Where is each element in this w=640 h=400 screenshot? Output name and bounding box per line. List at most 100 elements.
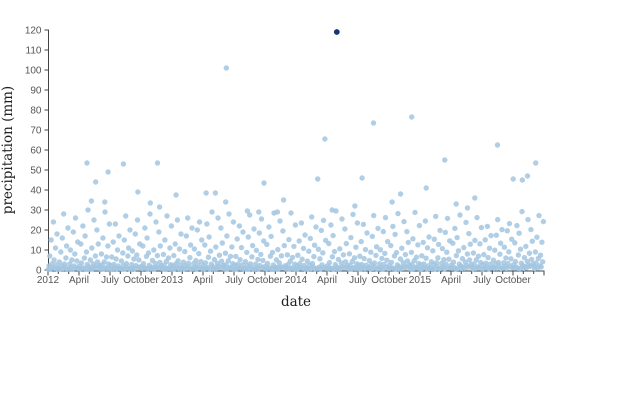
data-point[interactable]: [215, 215, 221, 221]
data-point[interactable]: [302, 232, 308, 238]
data-point[interactable]: [132, 231, 138, 237]
data-point[interactable]: [81, 255, 88, 261]
data-point[interactable]: [309, 214, 315, 220]
data-point[interactable]: [299, 256, 305, 262]
data-point[interactable]: [482, 237, 488, 243]
data-point[interactable]: [72, 251, 78, 257]
data-point[interactable]: [519, 177, 525, 183]
data-point[interactable]: [382, 214, 389, 221]
data-point[interactable]: [223, 65, 229, 71]
data-point[interactable]: [392, 231, 398, 238]
data-point[interactable]: [444, 249, 450, 255]
data-point[interactable]: [442, 229, 448, 236]
data-point[interactable]: [509, 236, 515, 242]
data-point[interactable]: [416, 222, 423, 229]
data-point[interactable]: [249, 254, 255, 260]
data-point[interactable]: [423, 185, 429, 191]
data-point[interactable]: [216, 252, 223, 258]
data-point[interactable]: [176, 246, 183, 252]
data-point[interactable]: [413, 254, 420, 260]
data-point[interactable]: [463, 219, 469, 226]
data-point[interactable]: [397, 191, 404, 197]
data-point[interactable]: [375, 225, 381, 232]
data-point[interactable]: [175, 258, 181, 264]
data-point[interactable]: [455, 248, 462, 254]
data-point[interactable]: [466, 230, 472, 237]
data-point[interactable]: [382, 250, 388, 257]
data-point[interactable]: [369, 233, 375, 240]
data-point[interactable]: [351, 255, 358, 261]
data-point[interactable]: [280, 197, 287, 203]
data-point[interactable]: [116, 233, 122, 239]
data-point[interactable]: [311, 253, 317, 260]
data-point[interactable]: [504, 228, 510, 234]
data-point[interactable]: [353, 244, 359, 250]
data-point[interactable]: [114, 247, 121, 253]
data-point[interactable]: [84, 160, 90, 166]
data-point[interactable]: [441, 256, 447, 263]
data-point[interactable]: [472, 195, 478, 201]
data-point[interactable]: [470, 250, 477, 256]
data-point[interactable]: [234, 236, 240, 242]
data-point[interactable]: [280, 228, 286, 234]
data-point[interactable]: [450, 259, 457, 265]
data-point[interactable]: [212, 190, 219, 196]
data-point[interactable]: [202, 242, 208, 248]
data-point[interactable]: [486, 245, 493, 251]
data-point[interactable]: [361, 255, 367, 262]
data-point[interactable]: [209, 209, 215, 215]
data-point[interactable]: [87, 257, 94, 263]
data-point[interactable]: [453, 252, 460, 259]
data-point[interactable]: [371, 212, 377, 219]
data-point[interactable]: [69, 257, 75, 263]
data-point[interactable]: [390, 223, 396, 230]
data-point[interactable]: [63, 255, 69, 261]
data-point[interactable]: [330, 232, 336, 239]
data-point[interactable]: [446, 256, 452, 262]
data-point[interactable]: [516, 230, 522, 236]
data-point[interactable]: [389, 199, 395, 205]
data-point[interactable]: [306, 248, 312, 254]
data-point[interactable]: [135, 189, 141, 195]
data-point[interactable]: [112, 221, 119, 227]
data-point[interactable]: [538, 264, 544, 270]
data-point[interactable]: [519, 208, 525, 215]
data-point[interactable]: [340, 252, 347, 258]
data-point[interactable]: [291, 243, 297, 250]
data-point[interactable]: [497, 251, 503, 257]
data-point[interactable]: [278, 253, 285, 259]
data-point[interactable]: [160, 251, 167, 258]
data-point[interactable]: [484, 223, 491, 230]
data-point[interactable]: [83, 249, 90, 255]
data-point[interactable]: [296, 238, 302, 244]
data-point[interactable]: [154, 160, 161, 166]
data-point[interactable]: [322, 136, 328, 142]
data-point[interactable]: [380, 228, 386, 235]
data-point[interactable]: [512, 258, 519, 265]
data-point[interactable]: [492, 247, 498, 253]
data-point[interactable]: [399, 245, 405, 251]
data-point[interactable]: [238, 244, 245, 251]
data-point[interactable]: [196, 219, 203, 225]
data-point[interactable]: [422, 218, 429, 224]
data-point[interactable]: [402, 251, 409, 258]
data-point[interactable]: [105, 243, 111, 249]
data-point[interactable]: [136, 257, 142, 263]
data-point[interactable]: [401, 218, 407, 225]
data-point[interactable]: [120, 250, 126, 256]
data-point[interactable]: [48, 237, 54, 243]
data-point[interactable]: [82, 233, 88, 239]
data-point[interactable]: [339, 216, 345, 222]
data-point[interactable]: [533, 160, 539, 166]
data-point[interactable]: [247, 212, 253, 218]
data-point[interactable]: [501, 244, 508, 250]
data-point[interactable]: [183, 233, 189, 239]
data-point[interactable]: [326, 240, 332, 247]
data-point[interactable]: [242, 258, 249, 265]
data-point[interactable]: [256, 230, 262, 236]
data-point[interactable]: [329, 254, 336, 260]
data-point[interactable]: [388, 242, 394, 249]
data-point[interactable]: [95, 241, 102, 247]
data-point[interactable]: [91, 217, 97, 223]
data-point[interactable]: [426, 234, 432, 240]
